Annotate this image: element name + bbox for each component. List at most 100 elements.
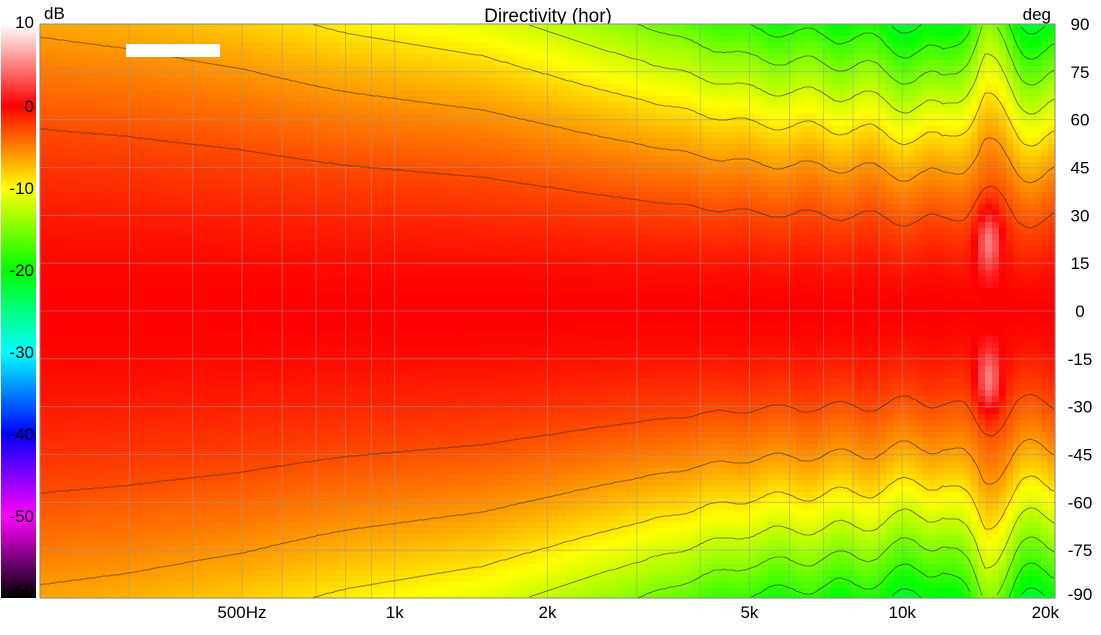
heatmap-cell xyxy=(306,438,314,445)
heatmap-cell xyxy=(299,90,307,97)
heatmap-cell xyxy=(47,570,55,577)
heatmap-cell xyxy=(271,576,279,583)
heatmap-cell xyxy=(75,150,83,157)
colorbar-tick-label: -30 xyxy=(9,343,34,362)
heatmap-cell xyxy=(285,492,293,499)
heatmap-cell xyxy=(341,192,349,199)
heatmap-cell xyxy=(243,156,251,163)
heatmap-cell xyxy=(131,318,139,325)
heatmap-cell xyxy=(103,288,111,295)
heatmap-cell xyxy=(208,108,216,115)
heatmap-cell xyxy=(299,342,307,349)
heatmap-cell xyxy=(327,390,335,397)
heatmap-cell xyxy=(180,78,188,85)
heatmap-cell xyxy=(145,168,153,175)
heatmap-cell xyxy=(250,528,258,535)
heatmap-cell xyxy=(285,348,293,355)
heatmap-cell xyxy=(166,384,174,391)
heatmap-cell xyxy=(250,204,258,211)
heatmap-cell xyxy=(82,48,90,55)
heatmap-cell xyxy=(313,582,321,589)
heatmap-cell xyxy=(362,564,370,571)
heatmap-cell xyxy=(194,438,202,445)
heatmap-cell xyxy=(229,120,237,127)
heatmap-cell xyxy=(285,42,293,49)
heatmap-cell xyxy=(320,60,328,67)
heatmap-cell xyxy=(299,48,307,55)
heatmap-cell xyxy=(208,120,216,127)
heatmap-cell xyxy=(376,204,384,211)
heatmap-cell xyxy=(250,330,258,337)
heatmap-cell xyxy=(110,72,118,79)
heatmap-cell xyxy=(159,282,167,289)
heatmap-cell xyxy=(250,492,258,499)
heatmap-cell xyxy=(362,246,370,253)
heatmap-cell xyxy=(68,582,76,589)
heatmap-cell xyxy=(362,552,370,559)
heatmap-cell xyxy=(138,582,146,589)
heatmap-cell xyxy=(264,198,272,205)
heatmap-cell xyxy=(75,474,83,481)
heatmap-cell xyxy=(82,570,90,577)
heatmap-cell xyxy=(180,264,188,271)
heatmap-cell xyxy=(159,438,167,445)
heatmap-cell xyxy=(173,246,181,253)
heatmap-cell xyxy=(390,468,398,475)
heatmap-cell xyxy=(222,324,230,331)
heatmap-cell xyxy=(320,288,328,295)
heatmap-cell xyxy=(369,96,377,103)
heatmap-cell xyxy=(334,120,342,127)
heatmap-cell xyxy=(40,132,48,139)
heatmap-cell xyxy=(243,138,251,145)
heatmap-cell xyxy=(285,558,293,565)
heatmap-cell xyxy=(236,186,244,193)
heatmap-cell xyxy=(229,450,237,457)
heatmap-cell xyxy=(369,108,377,115)
heatmap-cell xyxy=(40,354,48,361)
heatmap-cell xyxy=(250,402,258,409)
heatmap-cell xyxy=(264,522,272,529)
heatmap-cell xyxy=(264,180,272,187)
heatmap-cell xyxy=(40,402,48,409)
heatmap-cell xyxy=(138,246,146,253)
heatmap-cell xyxy=(320,306,328,313)
heatmap-cell xyxy=(264,420,272,427)
heatmap-cell xyxy=(299,108,307,115)
heatmap-cell xyxy=(390,102,398,109)
heatmap-cell xyxy=(54,462,62,469)
heatmap-cell xyxy=(166,504,174,511)
heatmap-cell xyxy=(47,492,55,499)
heatmap-cell xyxy=(215,588,223,595)
heatmap-cell xyxy=(82,534,90,541)
heatmap-cell xyxy=(117,204,125,211)
heatmap-cell xyxy=(110,192,118,199)
heatmap-cell xyxy=(285,234,293,241)
heatmap-cell xyxy=(320,540,328,547)
heatmap-cell xyxy=(166,204,174,211)
heatmap-cell xyxy=(40,216,48,223)
heatmap-cell xyxy=(236,408,244,415)
heatmap-cell xyxy=(222,336,230,343)
heatmap-cell xyxy=(208,294,216,301)
heatmap-cell xyxy=(313,324,321,331)
heatmap-cell xyxy=(68,354,76,361)
heatmap-cell xyxy=(61,84,69,91)
heatmap-cell xyxy=(257,510,265,517)
heatmap-cell xyxy=(362,306,370,313)
heatmap-cell xyxy=(145,216,153,223)
heatmap-cell xyxy=(222,156,230,163)
heatmap-cell xyxy=(117,432,125,439)
heatmap-cell xyxy=(89,78,97,85)
heatmap-cell xyxy=(68,420,76,427)
heatmap-cell xyxy=(229,264,237,271)
heatmap-cell xyxy=(299,510,307,517)
heatmap-cell xyxy=(250,480,258,487)
heatmap-cell xyxy=(236,348,244,355)
heatmap-cell xyxy=(152,378,160,385)
heatmap-cell xyxy=(152,552,160,559)
heatmap-cell xyxy=(75,558,83,565)
heatmap-cell xyxy=(334,330,342,337)
heatmap-cell xyxy=(194,528,202,535)
heatmap-cell xyxy=(257,474,265,481)
heatmap-cell xyxy=(110,312,118,319)
